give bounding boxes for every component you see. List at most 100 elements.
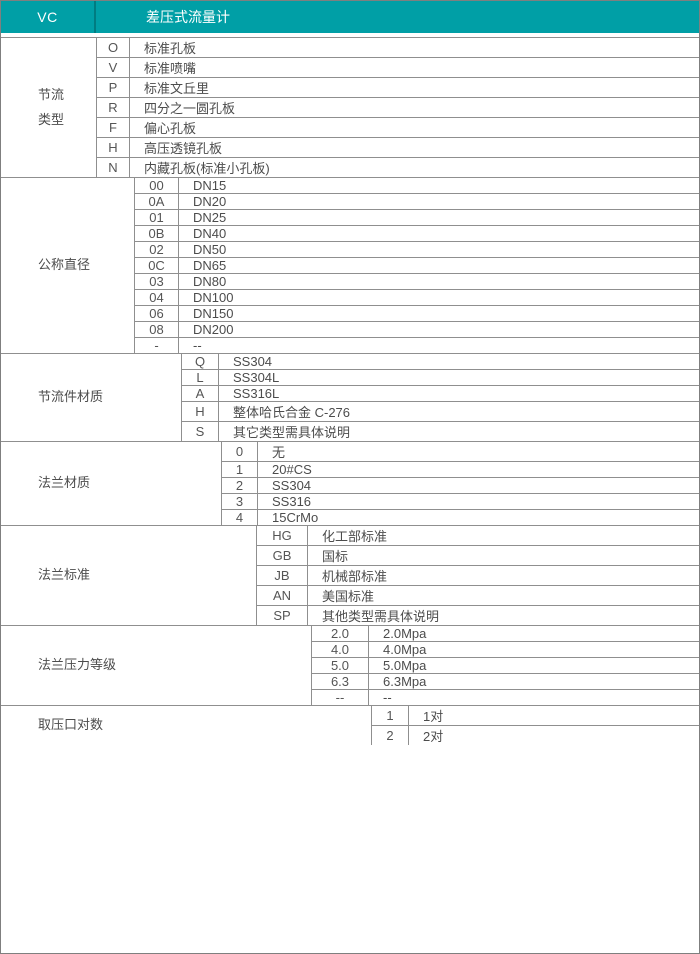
option-code: 1 xyxy=(371,706,409,725)
option-rows: Q SS304 L SS304L A SS316L H 整体哈氏合金 C-276 S 其它类型需具… xyxy=(181,354,699,441)
option-code: 6.3 xyxy=(311,674,369,689)
option-code: 2.0 xyxy=(311,626,369,641)
option-description: 1对 xyxy=(423,709,444,724)
option-group: 取压口对数 1 1对 2 2对 xyxy=(1,705,699,745)
category-label: 节流件材质 xyxy=(38,389,104,405)
table-row: 6.3 6.3Mpa xyxy=(311,674,699,690)
table-row: 04 DN100 xyxy=(134,290,699,306)
table-row: 2 SS304 xyxy=(221,478,699,494)
table-row: 1 1对 xyxy=(371,706,699,726)
option-code: JB xyxy=(256,566,308,585)
table-row: 01 DN25 xyxy=(134,210,699,226)
table-row: S 其它类型需具体说明 xyxy=(181,422,699,441)
table-row: H 整体哈氏合金 C-276 xyxy=(181,402,699,422)
option-code: -- xyxy=(311,690,369,705)
table-row: 4.0 4.0Mpa xyxy=(311,642,699,658)
table-row: 5.0 5.0Mpa xyxy=(311,658,699,674)
option-description: 5.0Mpa xyxy=(383,658,427,673)
option-code: O xyxy=(96,38,130,57)
option-group: 节流 类型 O 标准孔板 V 标准喷嘴 P 标准文丘里 R 四分之一圆孔板 F 偏心孔板 H 高压透镜孔… xyxy=(1,37,699,177)
option-code: S xyxy=(181,422,219,441)
option-description: DN50 xyxy=(193,242,227,257)
option-description: DN25 xyxy=(193,210,227,225)
option-code: 1 xyxy=(221,462,258,477)
option-code: R xyxy=(96,98,130,117)
table-row: L SS304L xyxy=(181,370,699,386)
table-row: 3 SS316 xyxy=(221,494,699,510)
table-row: 2 2对 xyxy=(371,726,699,745)
option-rows: 1 1对 2 2对 xyxy=(371,706,699,745)
table-row: HG 化工部标准 xyxy=(256,526,699,546)
option-rows: HG 化工部标准 GB 国标 JB 机械部标准 AN 美国标准 SP 其他类型需具体说明 xyxy=(256,526,699,625)
option-description: DN80 xyxy=(193,274,227,289)
option-code: AN xyxy=(256,586,308,605)
option-description: 偏心孔板 xyxy=(144,121,197,136)
category-label: 公称直径 xyxy=(38,257,91,273)
option-code: 02 xyxy=(134,242,179,257)
option-description: SS316L xyxy=(233,386,280,401)
option-description: 20#CS xyxy=(272,462,312,477)
table-row: - -- xyxy=(134,338,699,353)
product-title-cell: 差压式流量计 xyxy=(146,9,230,25)
option-code: 4.0 xyxy=(311,642,369,657)
option-description: 15CrMo xyxy=(272,510,319,525)
option-code: 0B xyxy=(134,226,179,241)
option-code: A xyxy=(181,386,219,401)
category-label: 法兰材质 xyxy=(38,475,91,491)
option-description: DN40 xyxy=(193,226,227,241)
option-description: 2.0Mpa xyxy=(383,626,427,641)
option-code: V xyxy=(96,58,130,77)
option-code: 4 xyxy=(221,510,258,525)
table-row: H 高压透镜孔板 xyxy=(96,138,699,158)
option-code: 06 xyxy=(134,306,179,321)
option-code: 03 xyxy=(134,274,179,289)
table-row: V 标准喷嘴 xyxy=(96,58,699,78)
option-description: SS304 xyxy=(233,354,273,369)
table-row: 4 15CrMo xyxy=(221,510,699,525)
table-row: P 标准文丘里 xyxy=(96,78,699,98)
option-description: DN65 xyxy=(193,258,227,273)
option-code: 0C xyxy=(134,258,179,273)
option-code: 2 xyxy=(221,478,258,493)
table-row: R 四分之一圆孔板 xyxy=(96,98,699,118)
category-label: 取压口对数 xyxy=(38,717,104,733)
table-row: GB 国标 xyxy=(256,546,699,566)
table-row: SP 其他类型需具体说明 xyxy=(256,606,699,625)
table-row: A SS316L xyxy=(181,386,699,402)
option-code: GB xyxy=(256,546,308,565)
table-row: 00 DN15 xyxy=(134,178,699,194)
option-code: HG xyxy=(256,526,308,545)
category-label: 节流 类型 xyxy=(38,86,65,127)
category-label: 法兰压力等级 xyxy=(38,657,117,673)
option-code: 04 xyxy=(134,290,179,305)
model-code-cell: VC xyxy=(1,1,96,33)
option-description: 4.0Mpa xyxy=(383,642,427,657)
option-group: 法兰压力等级 2.0 2.0Mpa 4.0 4.0Mpa 5.0 5.0Mpa 6.3 6.3M… xyxy=(1,625,699,705)
table-row: 06 DN150 xyxy=(134,306,699,322)
option-description: DN100 xyxy=(193,290,234,305)
option-description: 标准文丘里 xyxy=(144,81,210,96)
option-description: 美国标准 xyxy=(322,589,375,604)
table-row: 02 DN50 xyxy=(134,242,699,258)
table-row: 1 20#CS xyxy=(221,462,699,478)
table-row: F 偏心孔板 xyxy=(96,118,699,138)
table-row: 0A DN20 xyxy=(134,194,699,210)
option-description: 内藏孔板(标准小孔板) xyxy=(144,161,270,176)
category-label: 法兰标准 xyxy=(38,567,91,583)
option-code: SP xyxy=(256,606,308,625)
header-gap xyxy=(1,33,699,37)
option-group: 公称直径 00 DN15 0A DN20 01 DN25 0B DN40 02 DN50 0C DN65… xyxy=(1,177,699,353)
option-description: 标准孔板 xyxy=(144,41,197,56)
table-row: O 标准孔板 xyxy=(96,38,699,58)
option-code: 2 xyxy=(371,726,409,745)
option-code: P xyxy=(96,78,130,97)
table-row: 08 DN200 xyxy=(134,322,699,338)
option-group: 节流件材质 Q SS304 L SS304L A SS316L H 整体哈氏合金 C-276 S 其… xyxy=(1,353,699,441)
table-row: 0C DN65 xyxy=(134,258,699,274)
option-description: SS304L xyxy=(233,370,280,385)
option-code: 08 xyxy=(134,322,179,337)
option-description: -- xyxy=(383,690,392,705)
option-description: DN200 xyxy=(193,322,234,337)
